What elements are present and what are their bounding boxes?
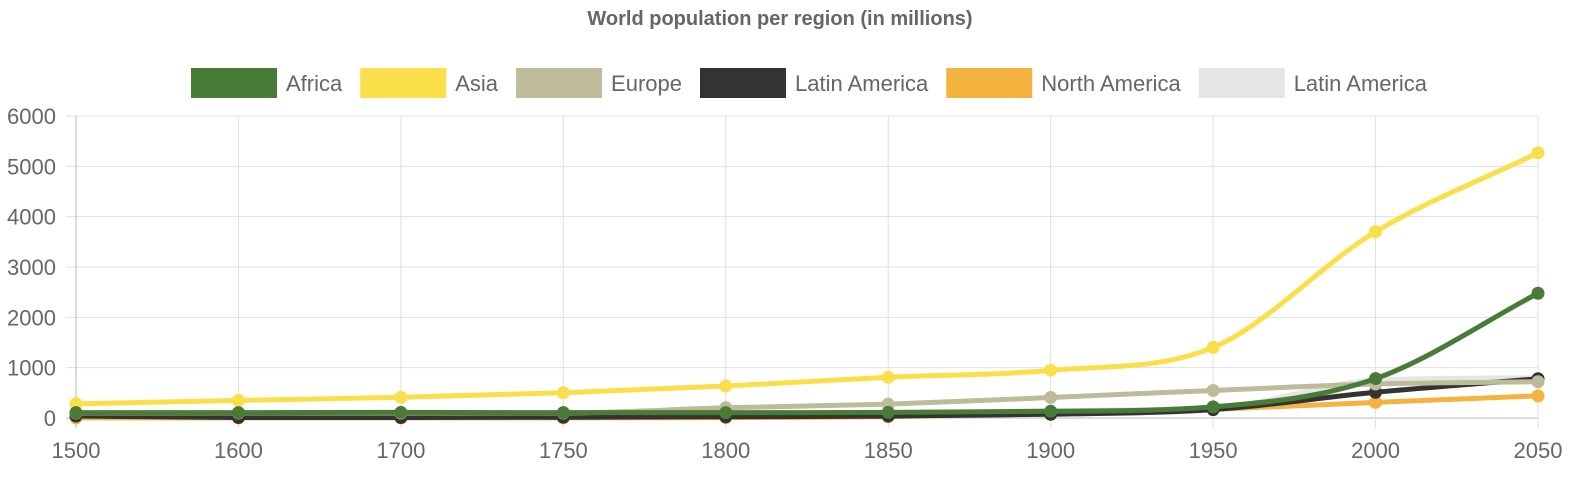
x-axis: 1500 1600 1700 1750 1800 1850 1900 1950 2000 2050 <box>52 438 1563 463</box>
data-point[interactable] <box>1531 375 1545 389</box>
legend-swatch <box>1198 68 1285 98</box>
data-point[interactable] <box>556 406 570 420</box>
data-point[interactable] <box>1531 389 1545 403</box>
series-line <box>73 376 1541 421</box>
legend-item[interactable]: North America <box>946 68 1181 98</box>
data-point[interactable] <box>1369 395 1383 409</box>
data-point[interactable] <box>1044 404 1058 418</box>
data-point[interactable] <box>1531 286 1545 300</box>
legend-label: Latin America <box>1294 71 1428 96</box>
x-tick-label: 1600 <box>214 438 263 463</box>
data-point[interactable] <box>1369 225 1383 239</box>
data-point[interactable] <box>231 393 245 407</box>
series-line <box>73 150 1541 407</box>
data-point[interactable] <box>1044 363 1058 377</box>
x-tick-label: 1900 <box>1026 438 1075 463</box>
data-point[interactable] <box>881 370 895 384</box>
legend-label: Europe <box>611 71 682 96</box>
legend-item[interactable]: Asia <box>360 68 499 98</box>
y-tick-label: 2000 <box>7 305 56 330</box>
x-tick-label: 1950 <box>1189 438 1238 463</box>
legend-item[interactable]: Europe <box>516 68 682 98</box>
legend-label: North America <box>1041 71 1181 96</box>
y-tick-label: 4000 <box>7 205 56 230</box>
data-point[interactable] <box>1206 340 1220 354</box>
x-tick-label: 2050 <box>1514 438 1563 463</box>
data-point[interactable] <box>1206 383 1220 397</box>
x-tick-label: 1700 <box>376 438 425 463</box>
x-tick-label: 1500 <box>52 438 101 463</box>
legend-label: Asia <box>455 71 499 96</box>
y-tick-label: 1000 <box>7 356 56 381</box>
legend-swatch <box>946 68 1033 98</box>
x-tick-label: 1850 <box>864 438 913 463</box>
data-point[interactable] <box>1369 372 1383 386</box>
data-point[interactable] <box>719 379 733 393</box>
data-point[interactable] <box>556 386 570 400</box>
legend-item[interactable]: Latin America <box>1198 68 1428 98</box>
y-tick-label: 0 <box>44 406 56 431</box>
series-4 <box>69 146 1545 411</box>
legend-label: Africa <box>286 71 343 96</box>
data-point[interactable] <box>719 406 733 420</box>
data-point[interactable] <box>394 405 408 419</box>
legend-swatch <box>516 68 603 98</box>
data-point[interactable] <box>1206 400 1220 414</box>
y-tick-label: 6000 <box>7 104 56 129</box>
x-tick-label: 1800 <box>701 438 750 463</box>
data-point[interactable] <box>69 406 83 420</box>
x-tick-label: 2000 <box>1351 438 1400 463</box>
legend-swatch <box>360 68 447 98</box>
legend-swatch <box>700 68 787 98</box>
y-axis: 0 1000 2000 3000 4000 5000 6000 <box>7 104 56 431</box>
y-tick-label: 5000 <box>7 154 56 179</box>
x-tick-label: 1750 <box>539 438 588 463</box>
legend-item[interactable]: Latin America <box>700 68 929 98</box>
series-group <box>69 146 1545 425</box>
legend-label: Latin America <box>795 71 929 96</box>
legend-swatch <box>191 68 278 98</box>
y-tick-label: 3000 <box>7 255 56 280</box>
data-point[interactable] <box>231 406 245 420</box>
data-point[interactable] <box>1044 390 1058 404</box>
legend-item[interactable]: Africa <box>191 68 343 98</box>
data-point[interactable] <box>1531 146 1545 160</box>
series-line <box>73 290 1541 416</box>
legend[interactable]: Africa Asia Europe Latin America North Ameri… <box>191 68 1428 98</box>
series-5 <box>69 286 1545 420</box>
data-point[interactable] <box>394 390 408 404</box>
data-point[interactable] <box>881 405 895 419</box>
chart-title: World population per region (in millions… <box>587 8 972 30</box>
